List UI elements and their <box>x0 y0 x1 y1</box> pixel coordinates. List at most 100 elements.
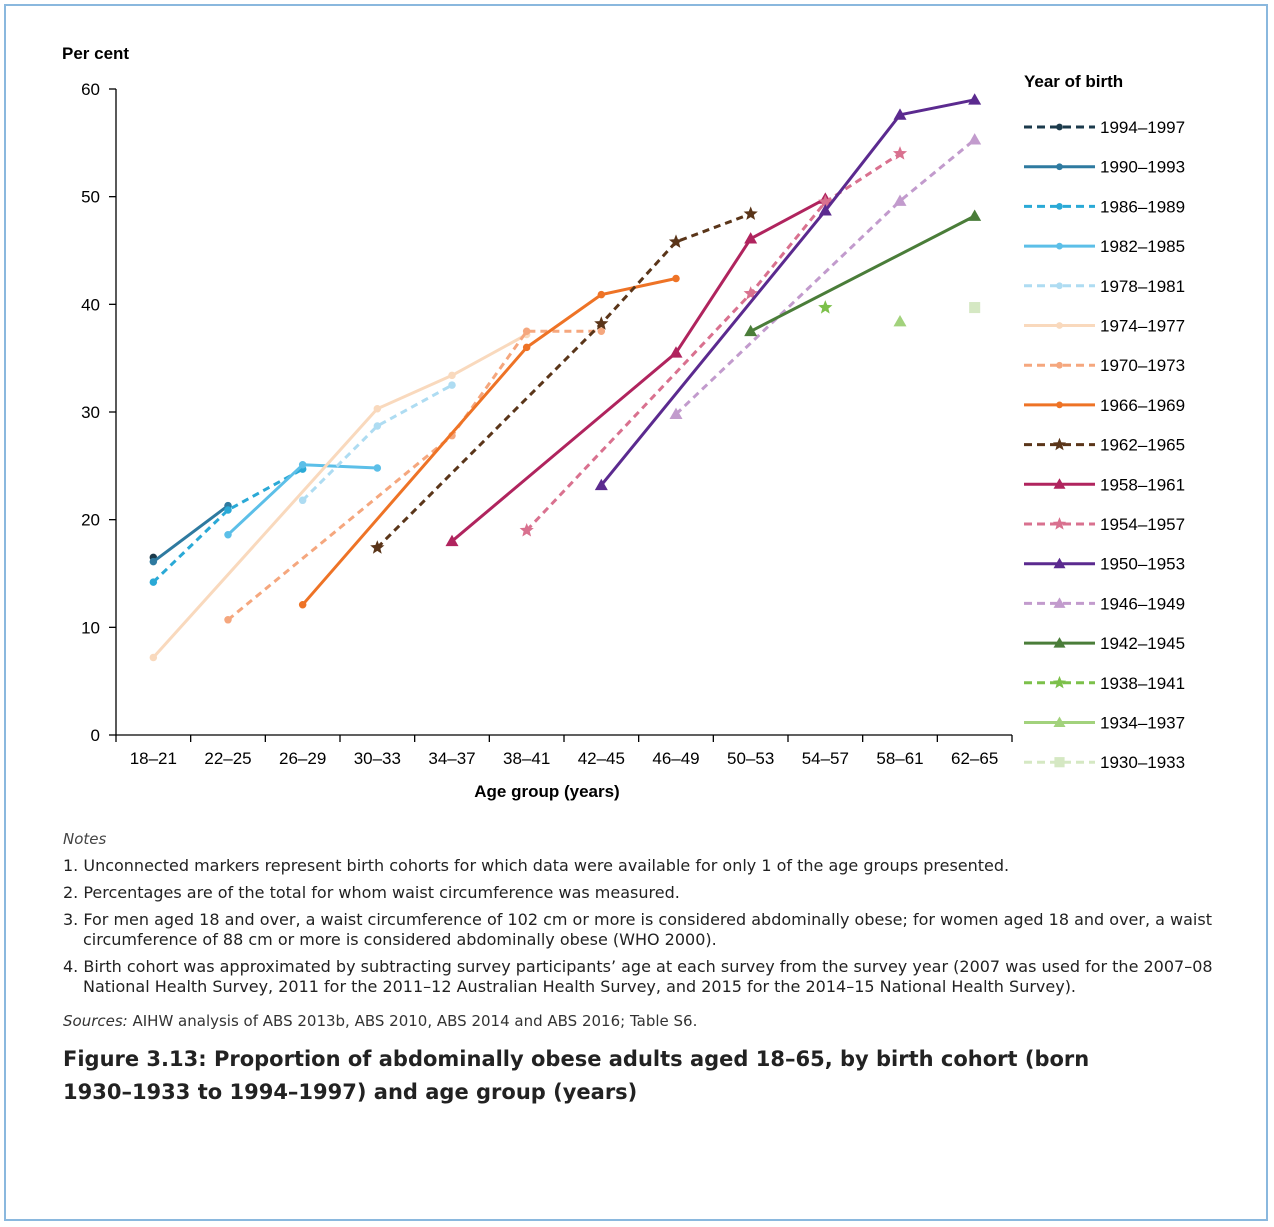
legend-label: 1970–1973 <box>1100 356 1185 375</box>
legend-marker <box>1056 361 1063 369</box>
legend-item: 1970–1973 <box>1024 356 1185 375</box>
series-1954–1957 <box>519 146 908 537</box>
legend-marker <box>1052 675 1067 689</box>
chart: 0 10 20 30 40 50 60 18–21 22–25 26–29 30–33 34–37 38… <box>81 80 1185 772</box>
data-point <box>594 478 608 491</box>
legend-item: 1990–1993 <box>1024 158 1185 177</box>
legend-item: 1986–1989 <box>1024 197 1185 216</box>
legend-marker <box>1053 716 1066 727</box>
legend-label: 1990–1993 <box>1100 158 1185 177</box>
data-point <box>892 146 908 160</box>
data-point <box>373 405 382 413</box>
legend-item: 1978–1981 <box>1024 277 1185 296</box>
legend-item: 1994–1997 <box>1024 118 1185 137</box>
series-line <box>301 383 453 502</box>
data-point <box>448 381 456 389</box>
series-line <box>674 138 976 416</box>
series-line <box>750 214 976 333</box>
data-point <box>744 324 758 337</box>
legend-marker <box>1056 242 1063 250</box>
legend-marker <box>1056 322 1063 329</box>
legend-label: 1934–1937 <box>1100 714 1185 733</box>
data-point <box>370 540 385 554</box>
legend-marker <box>1053 478 1066 489</box>
data-point <box>445 534 459 547</box>
data-point <box>818 204 832 216</box>
figure-frame <box>4 4 1268 1221</box>
legend-label: 1950–1953 <box>1100 555 1185 574</box>
data-point <box>668 234 684 248</box>
legend-label: 1974–1977 <box>1100 317 1185 336</box>
series-1982–1985 <box>224 461 382 539</box>
series-line <box>152 467 304 584</box>
legend-item: 1930–1933 <box>1024 753 1185 772</box>
y-tick-label: 20 <box>81 511 100 530</box>
series-line <box>301 277 677 606</box>
data-point <box>968 133 982 145</box>
x-tick-label: 42–45 <box>578 749 625 768</box>
x-tick-label: 50–53 <box>727 749 774 768</box>
legend-marker <box>1054 757 1065 768</box>
y-tick-label: 30 <box>81 403 100 422</box>
data-point <box>522 343 531 352</box>
data-point <box>818 300 833 314</box>
series-1946–1949 <box>669 133 982 420</box>
legend-label: 1966–1969 <box>1100 396 1185 415</box>
series-line <box>451 197 827 543</box>
data-point <box>224 616 232 624</box>
series-line <box>600 98 975 487</box>
x-tick-label: 46–49 <box>652 749 699 768</box>
legend-item: 1958–1961 <box>1024 475 1185 494</box>
data-point <box>298 461 307 469</box>
legend-item: 1974–1977 <box>1024 317 1185 336</box>
data-point <box>373 464 382 472</box>
data-point <box>522 327 531 335</box>
data-point <box>669 407 683 420</box>
x-tick-label: 34–37 <box>428 749 475 768</box>
data-point <box>149 578 158 586</box>
legend-item: 1942–1945 <box>1024 634 1185 653</box>
legend-title: Year of birth <box>1024 72 1124 91</box>
legend-item: 1950–1953 <box>1024 555 1185 574</box>
series-line <box>525 152 901 532</box>
legend-marker <box>1056 401 1063 409</box>
legend-label: 1954–1957 <box>1100 515 1185 534</box>
y-tick-label: 50 <box>81 188 100 207</box>
legend-item: 1946–1949 <box>1024 594 1185 613</box>
series-line <box>227 329 602 621</box>
y-tick-label: 10 <box>81 618 100 637</box>
note-3: 3. For men aged 18 and over, a waist cir… <box>63 910 1212 949</box>
note-2: 2. Percentages are of the total for whom… <box>63 883 680 902</box>
data-point <box>448 371 456 380</box>
legend-item: 1966–1969 <box>1024 396 1185 415</box>
series-line <box>152 333 528 659</box>
legend-label: 1946–1949 <box>1100 594 1185 613</box>
data-point <box>224 530 232 539</box>
series-1938–1941 <box>818 300 833 314</box>
sources-line: Sources: AIHW analysis of ABS 2013b, ABS… <box>63 1011 1223 1031</box>
series-line <box>152 504 229 563</box>
series-1986–1989 <box>149 465 307 586</box>
data-point <box>669 346 683 358</box>
legend-marker <box>1053 557 1066 569</box>
legend-marker <box>1053 597 1066 608</box>
legend-item: 1954–1957 <box>1024 515 1185 534</box>
data-point <box>149 557 158 566</box>
legend-label: 1930–1933 <box>1100 753 1185 772</box>
data-point <box>968 209 982 221</box>
data-point <box>968 93 982 105</box>
note-4: 4. Birth cohort was approximated by subt… <box>63 957 1213 996</box>
x-tick-label: 54–57 <box>802 749 849 768</box>
series-1930–1933 <box>969 302 981 314</box>
legend-item: 1962–1965 <box>1024 436 1185 455</box>
legend-marker <box>1056 282 1063 290</box>
series-1934–1937 <box>893 315 907 327</box>
data-point <box>597 327 606 335</box>
series-1958–1961 <box>445 192 832 547</box>
legend-label: 1982–1985 <box>1100 237 1185 256</box>
data-point <box>224 506 232 514</box>
data-point <box>149 653 158 662</box>
legend-marker <box>1056 203 1063 210</box>
figure-caption: Figure 3.13: Proportion of abdominally o… <box>63 1047 1090 1104</box>
x-tick-label: 22–25 <box>204 749 251 768</box>
